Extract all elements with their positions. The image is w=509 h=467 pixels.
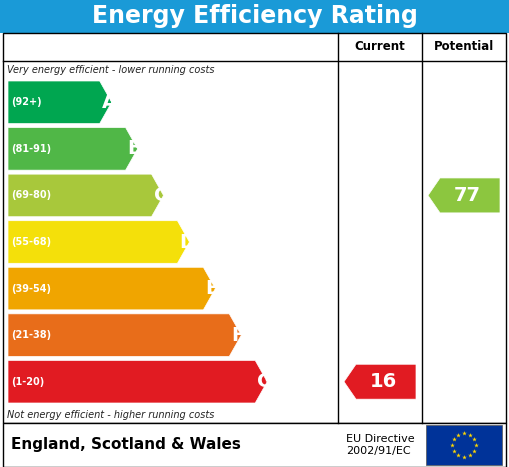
- Text: 77: 77: [454, 186, 480, 205]
- Polygon shape: [8, 314, 241, 356]
- Text: Not energy efficient - higher running costs: Not energy efficient - higher running co…: [7, 410, 214, 420]
- Text: 16: 16: [370, 372, 397, 391]
- Polygon shape: [8, 267, 215, 310]
- Text: A: A: [102, 93, 117, 112]
- Polygon shape: [8, 221, 189, 263]
- Text: (21-38): (21-38): [11, 330, 51, 340]
- Text: G: G: [257, 372, 273, 391]
- Text: (1-20): (1-20): [11, 377, 44, 387]
- Text: Potential: Potential: [434, 41, 494, 54]
- Bar: [3, 33, 506, 423]
- Bar: [426, 425, 502, 465]
- Bar: [3, 423, 506, 467]
- Text: D: D: [180, 233, 195, 252]
- Bar: [0, 0, 509, 33]
- Text: (69-80): (69-80): [11, 191, 51, 200]
- Polygon shape: [8, 361, 267, 403]
- Text: B: B: [128, 139, 143, 158]
- Text: Current: Current: [355, 41, 405, 54]
- Polygon shape: [8, 127, 137, 170]
- Text: 2002/91/EC: 2002/91/EC: [346, 446, 411, 456]
- Text: (92+): (92+): [11, 97, 42, 107]
- Text: (39-54): (39-54): [11, 283, 51, 294]
- Text: F: F: [231, 325, 244, 345]
- Text: Energy Efficiency Rating: Energy Efficiency Rating: [92, 5, 417, 28]
- Text: (81-91): (81-91): [11, 144, 51, 154]
- Text: E: E: [205, 279, 218, 298]
- Polygon shape: [344, 364, 416, 399]
- Text: Very energy efficient - lower running costs: Very energy efficient - lower running co…: [7, 65, 214, 75]
- Text: England, Scotland & Wales: England, Scotland & Wales: [11, 438, 241, 453]
- Text: C: C: [154, 186, 168, 205]
- Polygon shape: [428, 178, 500, 213]
- Polygon shape: [8, 81, 111, 124]
- Polygon shape: [8, 174, 163, 217]
- Text: EU Directive: EU Directive: [346, 434, 415, 444]
- Text: (55-68): (55-68): [11, 237, 51, 247]
